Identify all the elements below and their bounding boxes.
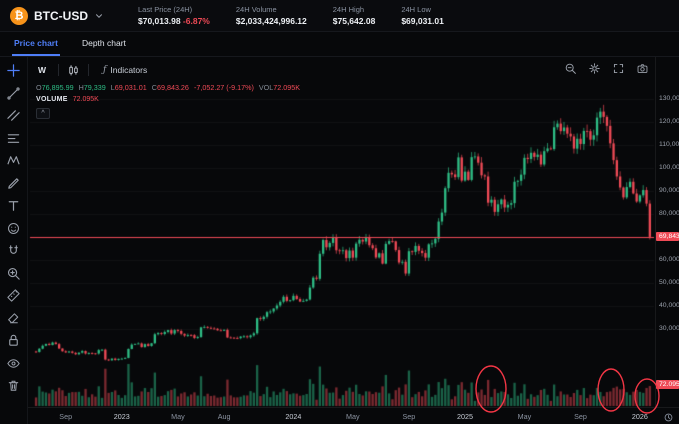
stat-value: $2,033,424,996.12 [235,16,307,26]
toolbar-divider [88,64,90,76]
measure-ruler-icon[interactable] [4,287,24,304]
price-tick: 80,000 [659,209,679,217]
stat-label: 24H Low [401,5,431,14]
xabcd-pattern-icon[interactable] [4,152,24,169]
stat-label: Last Price (24H) [138,5,193,14]
stat-low: 24H Low $69,031.01 [401,5,444,26]
stat-value: $75,642.08 [332,16,376,26]
stat-label: 24H Volume [235,5,277,14]
price-tick: 50,000 [659,278,679,286]
tab-depth-chart[interactable]: Depth chart [81,38,126,48]
time-tick: May [346,412,360,421]
price-tick: 130,000 [659,94,679,102]
ohlc-legend: O76,895.99 H79,339 L69,031.01 C69,843.26… [36,83,301,92]
chart-toolbar: W ƒ Indicators [34,60,153,80]
time-tick: May [171,412,185,421]
time-tick: 2026 [631,412,648,421]
indicators-label: Indicators [110,65,148,75]
price-change: -6.87% [182,16,210,26]
pair-name: BTC-USD [34,8,88,23]
change-value: -7,052.27 (-9.17%) [193,83,254,92]
price-tick: 40,000 [659,301,679,309]
zoom-reset-icon[interactable] [564,62,577,75]
drawing-tools-rail [0,57,28,424]
crosshair-icon[interactable] [4,62,24,79]
low-value: 69,031.01 [114,83,147,92]
current-price-badge: 69,843.26 [656,231,679,241]
hide-drawings-icon[interactable] [4,355,24,372]
timeframe-button[interactable]: W [34,63,50,77]
price-tick: 90,000 [659,186,679,194]
price-chart-canvas[interactable] [28,57,678,424]
history-clock-icon[interactable] [663,410,674,424]
time-axis[interactable]: Sep 2023 May Aug 2024 May Sep 2025 May Sep 2026 [28,407,679,424]
chevron-down-icon [96,13,102,18]
top-bar: ₿ BTC-USD Last Price (24H) $70,013.98 -6… [0,0,679,32]
fib-retracement-icon[interactable] [4,130,24,147]
screenshot-camera-icon[interactable] [636,62,649,75]
brush-icon[interactable] [4,175,24,192]
current-volume-badge: 72.095K [656,380,679,390]
stat-volume: 24H Volume $2,033,424,996.12 [236,5,307,26]
tab-price-chart[interactable]: Price chart [12,32,60,56]
stat-label: 24H High [332,5,365,14]
vol-value: 72.095K [273,83,301,92]
open-value: 76,895.99 [41,83,74,92]
market-stats: Last Price (24H) $70,013.98 -6.87% 24H V… [138,5,444,26]
price-tick: 100,000 [659,163,679,171]
settings-gear-icon[interactable] [588,62,601,75]
volume-value: 72.095K [72,96,99,103]
time-tick: Sep [402,412,416,421]
emoji-icon[interactable] [4,220,24,237]
stat-value: $69,031.01 [401,16,444,26]
time-tick: Sep [59,412,73,421]
pair-selector[interactable]: ₿ BTC-USD [0,6,120,25]
price-tick: 60,000 [659,255,679,263]
price-axis[interactable]: 130,000 120,000 110,000 100,000 90,000 80,000… [655,57,679,407]
indicators-button[interactable]: ƒ Indicators [97,64,153,76]
time-tick: 2024 [285,412,302,421]
trend-line-icon[interactable] [4,85,24,102]
stat-high: 24H High $75,642.08 [333,5,376,26]
price-tick: 30,000 [659,324,679,332]
function-icon: ƒ [103,65,107,75]
time-tick: 2023 [113,412,130,421]
chart-area: W ƒ Indicators O76,895.99 H79,339 L69,03… [28,57,679,424]
price-tick: 110,000 [659,140,679,148]
lock-drawings-icon[interactable] [4,332,24,349]
candle-type-icon[interactable] [67,64,80,77]
chart-main: W ƒ Indicators O76,895.99 H79,339 L69,03… [0,57,679,424]
zoom-in-icon[interactable] [4,265,24,282]
volume-indicator-row: VOLUME 72.095K [36,96,99,103]
time-tick: Sep [574,412,587,421]
collapse-legend-button[interactable]: ^ [36,108,50,119]
stat-value: $70,013.98 -6.87% [138,16,210,26]
time-tick: May [517,412,532,421]
price-tick: 120,000 [659,117,679,125]
eraser-icon[interactable] [4,310,24,327]
time-tick: Aug [217,412,231,421]
chart-actions [564,62,649,75]
high-value: 79,339 [83,83,106,92]
magnet-icon[interactable] [4,242,24,259]
close-value: 69,843.26 [156,83,189,92]
parallel-channel-icon[interactable] [4,107,24,124]
fullscreen-icon[interactable] [612,62,625,75]
toolbar-divider [58,64,60,76]
stat-last-price: Last Price (24H) $70,013.98 -6.87% [138,5,210,26]
volume-label: VOLUME [36,96,68,103]
time-tick: 2025 [457,412,473,421]
text-icon[interactable] [4,197,24,214]
chart-tabs: Price chart Depth chart [0,32,679,57]
remove-drawings-icon[interactable] [4,377,24,394]
bitcoin-logo-icon: ₿ [10,6,28,25]
